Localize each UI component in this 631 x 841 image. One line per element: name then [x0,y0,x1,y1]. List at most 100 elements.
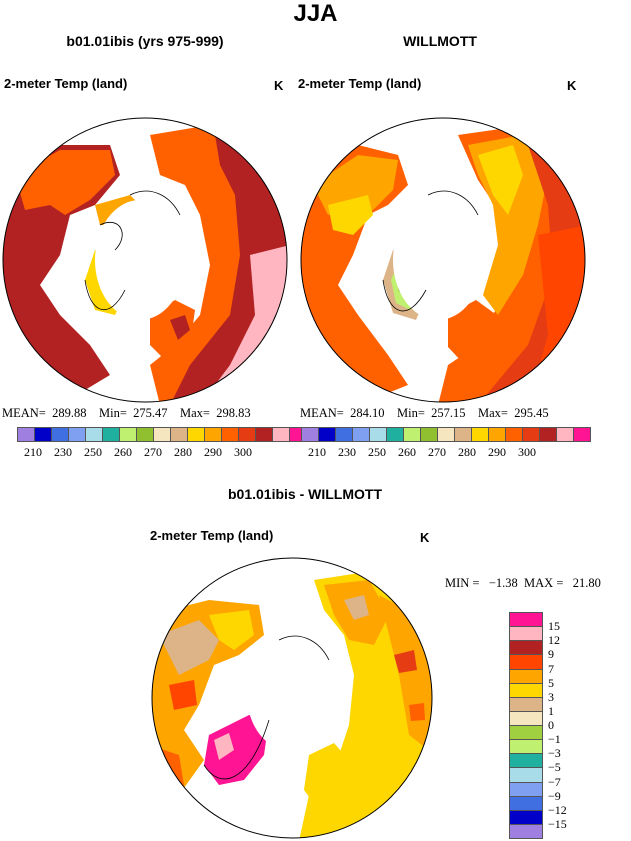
colorbar-tick-label: 210 [308,445,326,459]
colorbar-swatch [488,427,506,442]
colorbar-swatch [509,795,543,811]
colorbar-tick-label: 15 [548,619,560,634]
colorbar-tick-label: −3 [548,746,561,761]
colorbar-tick-label: 5 [548,675,554,690]
diff-panel-title: b01.01ibis - WILLMOTT [227,486,382,502]
colorbar-swatch [539,427,557,442]
colorbar-swatch [17,427,35,442]
colorbar-tick-label: −12 [548,802,567,817]
colorbar-swatch [573,427,591,442]
colorbar-swatch [556,427,574,442]
model-variable-label: 2-meter Temp (land) [4,76,128,91]
colorbar-tick-label: 270 [428,445,446,459]
colorbar-swatch [509,809,543,825]
colorbar-tick-label: 260 [398,445,416,459]
diff-variable-label: 2-meter Temp (land) [150,528,274,543]
colorbar-swatch [509,781,543,797]
colorbar-tick-label: 300 [518,445,536,459]
colorbar-tick-label: 7 [548,661,554,676]
colorbar-swatch [85,427,103,442]
colorbar-swatch [301,427,319,442]
colorbar-swatch [509,753,543,769]
colorbar-swatch [221,427,239,442]
colorbar-swatch [136,427,154,442]
colorbar-tick-label: 290 [204,445,222,459]
colorbar-tick-label: −1 [548,732,561,747]
colorbar-swatch [34,427,52,442]
colorbar-swatch [509,739,543,755]
colorbar-swatch [522,427,540,442]
colorbar-swatch [204,427,222,442]
colorbar-swatch [509,612,543,628]
obs-polar-map [300,117,586,403]
colorbar-swatch [187,427,205,442]
colorbar-tick-label: −7 [548,774,561,789]
diff-colorbar [509,612,543,839]
colorbar-tick-label: 12 [548,633,560,648]
colorbar-swatch [509,640,543,656]
colorbar-swatch [68,427,86,442]
colorbar-tick-label: 290 [488,445,506,459]
colorbar-tick-label: 260 [114,445,132,459]
colorbar-swatch [153,427,171,442]
obs-colorbar [301,427,591,442]
colorbar-tick-label: −15 [548,816,567,831]
main-title: JJA [293,0,338,27]
model-colorbar-labels: 210 230 250 260 270 280 290 300 [0,445,300,465]
colorbar-swatch [509,725,543,741]
obs-variable-label: 2-meter Temp (land) [298,76,422,91]
colorbar-tick-label: 1 [548,703,554,718]
colorbar-tick-label: 210 [24,445,42,459]
colorbar-tick-label: 280 [174,445,192,459]
colorbar-tick-label: −9 [548,788,561,803]
diff-polar-map [151,557,433,839]
obs-units-label: K [567,78,577,93]
colorbar-tick-label: −5 [548,760,561,775]
colorbar-swatch [509,696,543,712]
colorbar-swatch [102,427,120,442]
colorbar-swatch [318,427,336,442]
colorbar-tick-label: 250 [368,445,386,459]
colorbar-swatch [437,427,455,442]
colorbar-swatch [119,427,137,442]
diff-colorbar-labels: 15 12 9 7 5 3 1 0 −1 −3 −5 −7 −9 −12 −15 [548,612,608,838]
colorbar-swatch [509,682,543,698]
diff-units-label: K [420,530,430,545]
colorbar-swatch [335,427,353,442]
colorbar-tick-label: 9 [548,647,554,662]
obs-stats: MEAN= 284.10 Min= 257.15 Max= 295.45 [300,406,549,420]
colorbar-swatch [471,427,489,442]
colorbar-swatch [255,427,273,442]
colorbar-swatch [509,823,543,839]
model-panel-title: b01.01ibis (yrs 975-999) [66,33,224,49]
colorbar-swatch [509,668,543,684]
colorbar-swatch [454,427,472,442]
colorbar-tick-label: 3 [548,689,554,704]
colorbar-swatch [272,427,290,442]
model-stats: MEAN= 289.88 Min= 275.47 Max= 298.83 [2,406,251,420]
colorbar-swatch [509,767,543,783]
colorbar-swatch [509,654,543,670]
model-polar-map [2,117,288,403]
colorbar-tick-label: 270 [144,445,162,459]
colorbar-tick-label: 300 [234,445,252,459]
colorbar-tick-label: 280 [458,445,476,459]
colorbar-swatch [386,427,404,442]
diff-stats: MIN = −1.38 MAX = 21.80 [445,576,601,590]
model-units-label: K [274,78,284,93]
obs-panel-title: WILLMOTT [403,33,477,49]
colorbar-tick-label: 230 [338,445,356,459]
colorbar-swatch [403,427,421,442]
colorbar-tick-label: 250 [84,445,102,459]
colorbar-tick-label: 0 [548,718,554,732]
model-colorbar [17,427,307,442]
colorbar-swatch [170,427,188,442]
colorbar-swatch [505,427,523,442]
colorbar-swatch [420,427,438,442]
colorbar-swatch [369,427,387,442]
colorbar-swatch [352,427,370,442]
colorbar-swatch [51,427,69,442]
colorbar-swatch [238,427,256,442]
colorbar-tick-label: 230 [54,445,72,459]
colorbar-swatch [509,626,543,642]
